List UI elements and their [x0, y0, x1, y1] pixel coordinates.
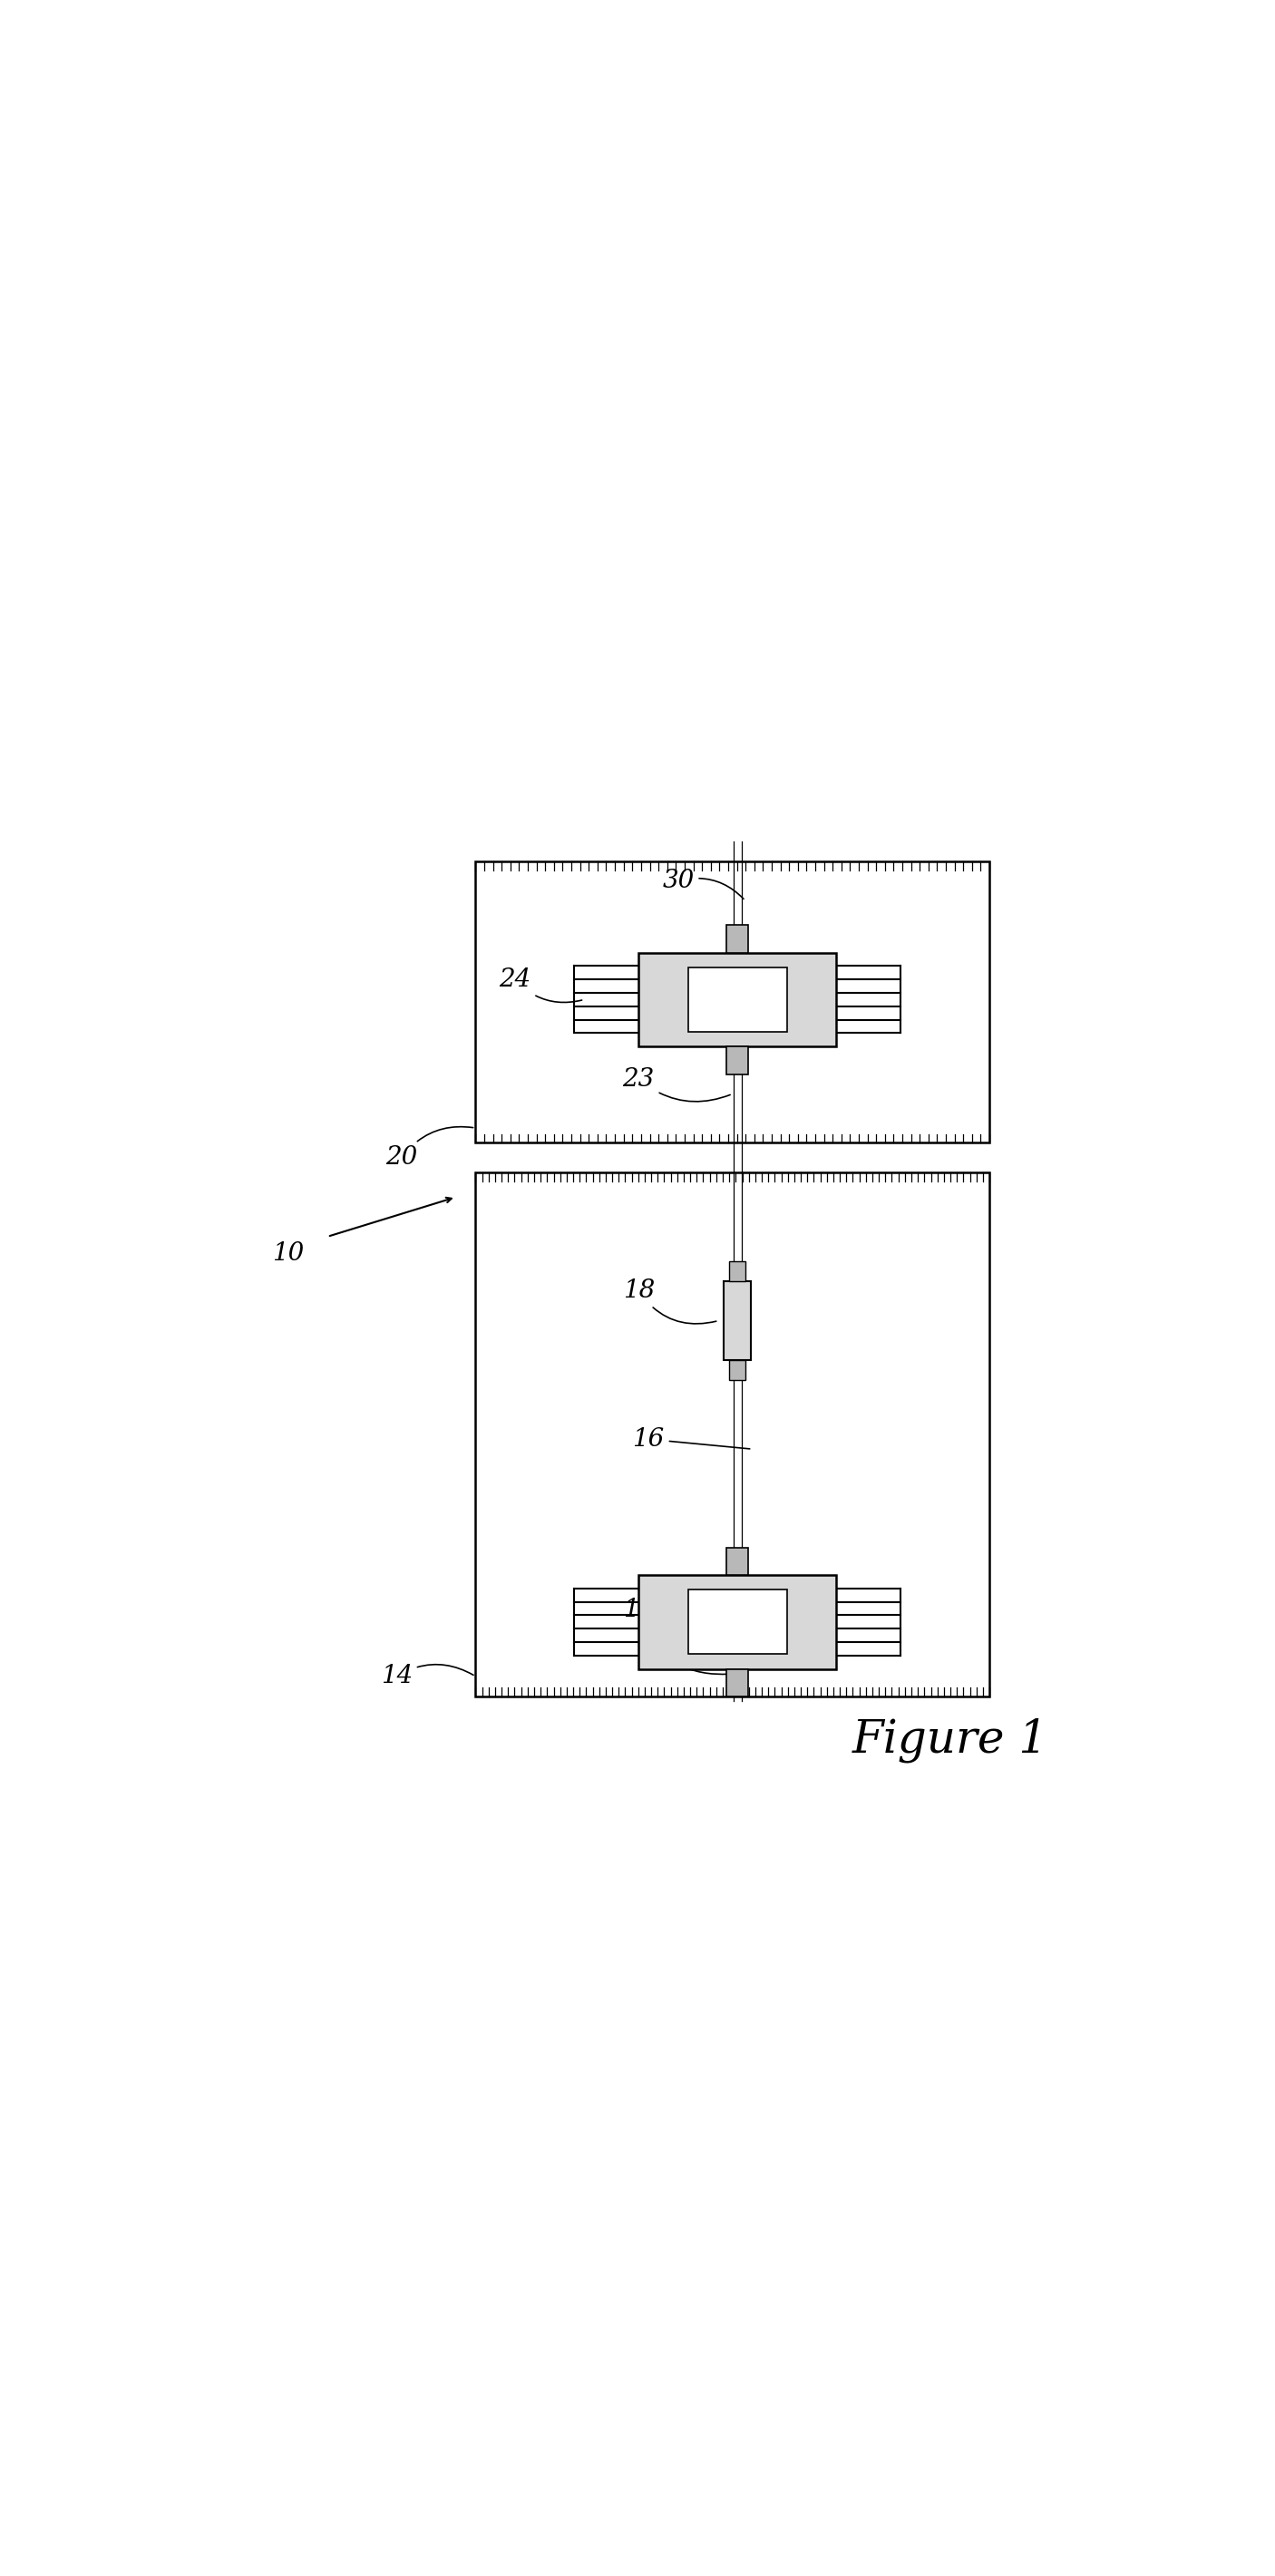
Text: 30: 30 — [662, 868, 743, 899]
Text: 16: 16 — [632, 1427, 750, 1450]
Bar — [729, 1360, 746, 1381]
Bar — [727, 1669, 748, 1698]
Bar — [727, 925, 748, 953]
Bar — [476, 1172, 989, 1695]
Bar — [476, 860, 989, 1144]
Bar — [729, 1262, 746, 1280]
Text: 10: 10 — [272, 1242, 303, 1265]
Bar — [688, 1589, 787, 1654]
Text: 15: 15 — [622, 1597, 731, 1674]
Bar — [639, 953, 836, 1046]
Bar — [724, 1280, 751, 1360]
Bar — [727, 1046, 748, 1074]
Text: 20: 20 — [385, 1126, 473, 1170]
Bar — [639, 1574, 836, 1669]
Text: 24: 24 — [499, 969, 581, 1002]
Text: 14: 14 — [380, 1664, 473, 1687]
Text: 23: 23 — [622, 1066, 731, 1103]
Text: 18: 18 — [622, 1278, 717, 1324]
Text: Figure 1: Figure 1 — [852, 1718, 1048, 1762]
Bar — [688, 969, 787, 1030]
Bar — [727, 1548, 748, 1574]
